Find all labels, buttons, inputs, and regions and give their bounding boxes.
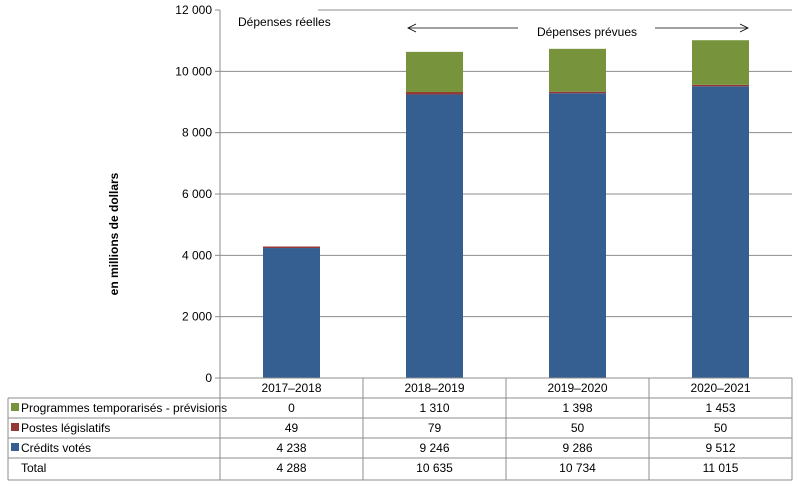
legend-label: Programmes temporarisés - prévisions bbox=[21, 401, 227, 415]
y-tick-label: 0 bbox=[205, 371, 212, 385]
bar-segment bbox=[549, 91, 606, 94]
x-tick-label: 2018–2019 bbox=[404, 381, 464, 395]
table-cell-value: 79 bbox=[428, 421, 442, 435]
legend-label: Total bbox=[21, 461, 46, 475]
table-cell-value: 50 bbox=[571, 421, 585, 435]
table-cell-value: 10 734 bbox=[559, 461, 596, 475]
annotation-planned: Dépenses prévues bbox=[537, 25, 637, 39]
table-cell-value: 1 453 bbox=[705, 401, 735, 415]
y-tick-label: 6 000 bbox=[182, 187, 212, 201]
table-cell-value: 9 286 bbox=[562, 441, 592, 455]
x-tick-label: 2017–2018 bbox=[261, 381, 321, 395]
legend-swatch bbox=[11, 403, 19, 411]
bar-segment bbox=[406, 92, 463, 95]
bar-segment bbox=[406, 51, 463, 93]
bar-segment bbox=[692, 40, 749, 85]
table-cell-value: 0 bbox=[288, 401, 295, 415]
y-axis-title: en millions de dollars bbox=[107, 172, 121, 295]
x-tick-label: 2019–2020 bbox=[547, 381, 607, 395]
bar-segment bbox=[549, 93, 606, 378]
bar-segment bbox=[406, 94, 463, 379]
bar-segment bbox=[692, 84, 749, 87]
table-cell-value: 50 bbox=[714, 421, 728, 435]
table-cell-value: 9 512 bbox=[705, 441, 735, 455]
annotation-actual: Dépenses réelles bbox=[238, 15, 331, 29]
y-tick-label: 10 000 bbox=[175, 64, 212, 78]
y-tick-label: 8 000 bbox=[182, 126, 212, 140]
table-cell-value: 49 bbox=[285, 421, 299, 435]
table-cell-value: 10 635 bbox=[416, 461, 453, 475]
bar-segment bbox=[263, 246, 320, 249]
y-tick-label: 12 000 bbox=[175, 3, 212, 17]
table-cell-value: 11 015 bbox=[703, 461, 739, 475]
bar-segment bbox=[692, 86, 749, 378]
arrow-right-icon bbox=[739, 23, 749, 33]
bar-segment bbox=[263, 248, 320, 378]
y-tick-label: 2 000 bbox=[182, 310, 212, 324]
legend-swatch bbox=[11, 443, 19, 451]
table-cell-value: 1 398 bbox=[562, 401, 592, 415]
table-cell-value: 4 288 bbox=[276, 461, 306, 475]
table-cell-value: 1 310 bbox=[419, 401, 449, 415]
legend-label: Postes législatifs bbox=[21, 421, 110, 435]
arrow-left-icon bbox=[407, 23, 417, 33]
legend-swatch bbox=[11, 423, 19, 431]
legend-label: Crédits votés bbox=[21, 441, 91, 455]
table-cell-value: 4 238 bbox=[276, 441, 306, 455]
bar-segment bbox=[549, 48, 606, 92]
y-tick-label: 4 000 bbox=[182, 248, 212, 262]
x-tick-label: 2020–2021 bbox=[690, 381, 750, 395]
table-cell-value: 9 246 bbox=[419, 441, 449, 455]
